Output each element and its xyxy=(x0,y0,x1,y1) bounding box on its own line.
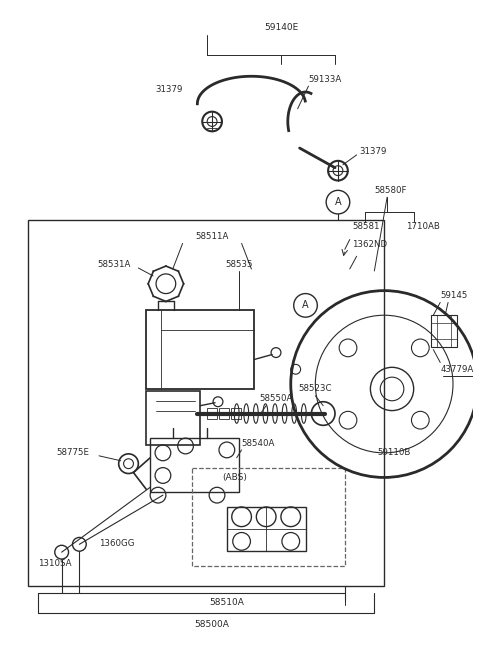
Text: 58511A: 58511A xyxy=(195,232,229,241)
Text: 1360GG: 1360GG xyxy=(99,539,134,548)
Text: 58535: 58535 xyxy=(225,259,252,269)
Bar xyxy=(192,468,345,566)
Text: 58581: 58581 xyxy=(353,222,380,231)
Bar xyxy=(432,315,457,346)
Text: 59140E: 59140E xyxy=(264,23,298,31)
Bar xyxy=(146,310,254,389)
Text: 58510A: 58510A xyxy=(209,598,244,607)
Text: 31379: 31379 xyxy=(360,147,387,155)
Text: 43779A: 43779A xyxy=(440,365,473,374)
Text: 59133A: 59133A xyxy=(309,75,342,84)
Text: A: A xyxy=(302,301,309,310)
Text: 59110B: 59110B xyxy=(377,449,411,457)
Text: 58531A: 58531A xyxy=(97,259,131,269)
Bar xyxy=(146,391,200,445)
Bar xyxy=(227,507,305,552)
Bar xyxy=(231,407,240,419)
Text: 58540A: 58540A xyxy=(241,439,275,447)
Text: 1710AB: 1710AB xyxy=(406,222,440,231)
Text: 58523C: 58523C xyxy=(299,384,332,394)
Bar xyxy=(219,407,229,419)
Text: (ABS): (ABS) xyxy=(222,473,247,482)
Bar xyxy=(28,220,384,586)
Bar xyxy=(150,438,239,492)
Text: A: A xyxy=(335,197,341,207)
Text: 58580F: 58580F xyxy=(374,186,407,195)
Text: 1362ND: 1362ND xyxy=(352,240,387,249)
Text: 58775E: 58775E xyxy=(56,449,89,457)
Text: 1310SA: 1310SA xyxy=(38,559,72,569)
Bar xyxy=(207,407,217,419)
Text: 31379: 31379 xyxy=(155,84,182,94)
Text: 58550A: 58550A xyxy=(259,394,293,403)
Text: 59145: 59145 xyxy=(440,291,468,300)
Text: 58500A: 58500A xyxy=(195,620,229,629)
